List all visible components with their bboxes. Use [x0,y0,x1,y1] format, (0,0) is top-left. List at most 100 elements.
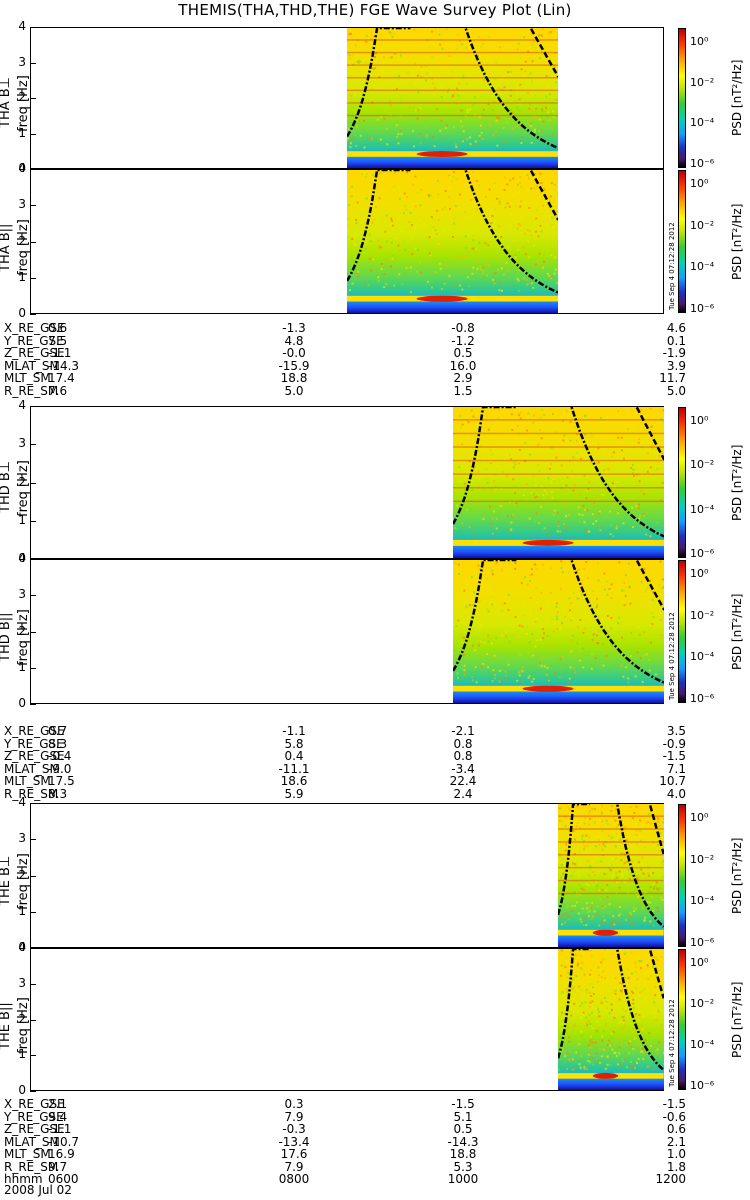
spectrogram-speckle [627,968,630,971]
spectrogram-speckle [500,78,503,81]
spectrogram-speckle [512,466,515,469]
spectrogram-speckle [611,836,614,839]
spectrogram-speckle [600,1000,603,1003]
spectrogram-speckle [527,92,530,94]
spectrogram-speckle [527,676,530,679]
spectrogram-speckle [386,127,388,130]
spectrogram-speckle [466,111,469,114]
spectrogram-speckle [516,227,519,230]
spectrogram-speckle [623,975,626,978]
ephemeris-row: MLT_SM 16.9 17.6 18.8 1.0 [4,1147,714,1161]
spectrogram-speckle [555,615,558,618]
spectrogram-speckle [500,609,503,612]
spectrogram-speckle [530,492,533,495]
spectrogram-speckle [554,194,557,197]
spectrogram-speckle [539,172,542,175]
spectrogram-speckle [483,561,486,564]
spectrogram-speckle [525,483,528,486]
spectrogram-speckle [557,193,559,196]
spectrogram-speckle [484,244,487,247]
spectrogram-speckle [500,68,503,71]
spectrogram-speckle [649,1053,652,1056]
spectrogram-speckle [588,618,591,621]
spectrogram-speckle [583,1067,586,1070]
spectrogram-speckle [576,626,579,629]
ephemeris-value: 0.1 [666,333,686,348]
spectrogram-speckle [636,1062,639,1065]
spectrogram-speckle [406,171,408,174]
spectrogram-speckle [509,70,512,73]
spectrogram-speckle [588,989,591,992]
spectrogram-speckle [645,877,648,880]
spectrogram-speckle [589,983,592,986]
spectrogram-speckle [514,562,517,565]
spectrogram-speckle [431,286,433,289]
spectrogram-speckle [547,562,550,565]
spectrogram-speckle [605,646,608,649]
spectrogram-speckle [405,208,408,211]
spectrogram-speckle [608,588,611,591]
spectrogram-speckle [600,1004,603,1007]
ephemeris-row: X_RE_GSE 0.7 -1.1 -2.1 3.5 [4,724,714,738]
y-tick-label: 0 [18,551,26,565]
spectrogram-speckle [523,277,525,280]
spectrogram-speckle [500,669,503,671]
spectrogram-speckle [464,603,467,606]
spectrogram-speckle [472,468,475,471]
spectrogram-speckle [572,830,575,833]
spectrogram-speckle [405,90,408,93]
spectrogram-speckle [599,898,602,901]
spectrogram-speckle [609,838,612,841]
spectrogram-speckle [624,581,627,584]
spectrogram-speckle [616,407,619,410]
spectrogram-speckle [390,56,393,59]
spectrogram-speckle [477,600,480,603]
y-tick-label: 1 [18,269,26,284]
spectrogram-speckle [606,1063,609,1066]
spectrogram-speckle [354,44,357,47]
spectrogram-speckle [465,255,468,258]
spectrogram-speckle [636,877,639,880]
spectrogram-speckle [620,975,623,978]
spectrogram-speckle [644,846,647,849]
spectrogram-speckle [411,237,413,240]
spectrogram-speckle [520,582,523,585]
spectrogram-speckle [588,874,591,877]
spectrogram-speckle [548,484,551,487]
spectrogram-speckle [400,97,403,100]
spectrogram-speckle [575,1051,578,1054]
spectrogram-speckle [417,91,420,94]
spectrogram-speckle [610,627,613,630]
spectrogram-speckle [625,951,628,954]
spectrogram-speckle [468,285,471,288]
spectrogram-speckle [619,1064,622,1067]
y-tick-mark [30,803,36,804]
spectrogram-speckle [524,41,527,44]
spectrogram-speckle [533,173,536,176]
spectrogram-speckle [545,110,548,113]
spectrogram-speckle [579,826,582,829]
spectrogram-speckle [627,868,630,871]
spectrogram-speckle [516,87,519,90]
spectrogram-data [452,407,664,558]
spectrogram-speckle [470,479,473,482]
spectrogram-speckle [633,871,636,874]
spectrogram-speckle [393,185,396,188]
spectrogram-speckle [567,1026,570,1029]
spectrogram-speckle [473,39,476,42]
spectrogram-speckle [599,831,602,834]
spectrogram-speckle [476,54,479,57]
spectrogram-speckle [412,183,415,186]
spectrogram-speckle [644,984,647,987]
spectrogram-speckle [522,603,525,605]
spectrogram-speckle [548,275,551,278]
spectrogram-speckle [619,981,622,984]
spectrogram-speckle [567,597,570,600]
spectrogram-speckle [436,108,439,111]
spectrogram-speckle [541,494,544,497]
spectrogram-speckle [617,561,620,564]
spectrogram-speckle [627,804,630,807]
spectrogram-speckle [347,236,350,239]
spectrogram-speckle [525,429,528,432]
ephemeris-value: -0.8 [451,321,475,335]
